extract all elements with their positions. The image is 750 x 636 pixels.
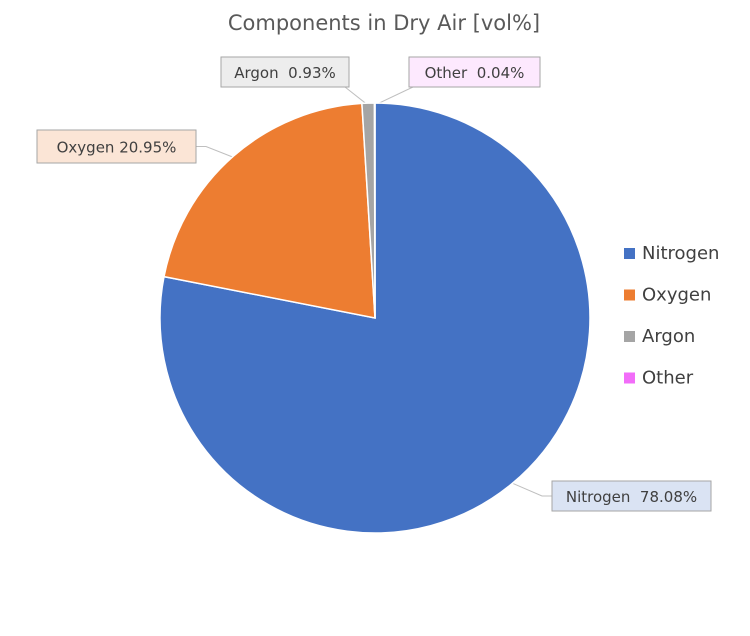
legend-swatch-oxygen [624, 289, 635, 301]
legend: Nitrogen Oxygen Argon Other [624, 243, 719, 389]
legend-swatch-nitrogen [624, 248, 635, 259]
legend-swatch-argon [624, 331, 635, 342]
data-label-other: Other 0.04% [425, 64, 525, 82]
data-label-nitrogen: Nitrogen 78.08% [566, 488, 697, 506]
legend-label-argon: Argon [642, 326, 695, 347]
pie-slices [159, 102, 591, 534]
data-label-box-other [408, 56, 541, 88]
leader-line-nitrogen [510, 481, 552, 497]
data-label-box-argon [220, 56, 350, 88]
legend-label-nitrogen: Nitrogen [642, 243, 719, 264]
leader-line-oxygen [196, 146, 235, 159]
leader-lines [196, 86, 552, 497]
pie-slice-oxygen [163, 102, 376, 319]
data-label-argon: Argon 0.93% [234, 64, 336, 82]
chart-title: Components in Dry Air [vol%] [228, 11, 540, 35]
data-label-box-oxygen [36, 129, 197, 164]
legend-swatch-other [624, 372, 635, 384]
pie-slice-other [373, 102, 376, 319]
leader-line-argon [344, 86, 369, 106]
leader-line-other [374, 86, 414, 106]
data-label-oxygen: Oxygen 20.95% [57, 139, 177, 157]
data-label-box-nitrogen [551, 480, 712, 512]
data-labels: Nitrogen 78.08% Oxygen 20.95% Argon 0.93% O… [36, 56, 712, 512]
legend-label-other: Other [642, 368, 694, 389]
legend-label-oxygen: Oxygen [642, 285, 711, 306]
